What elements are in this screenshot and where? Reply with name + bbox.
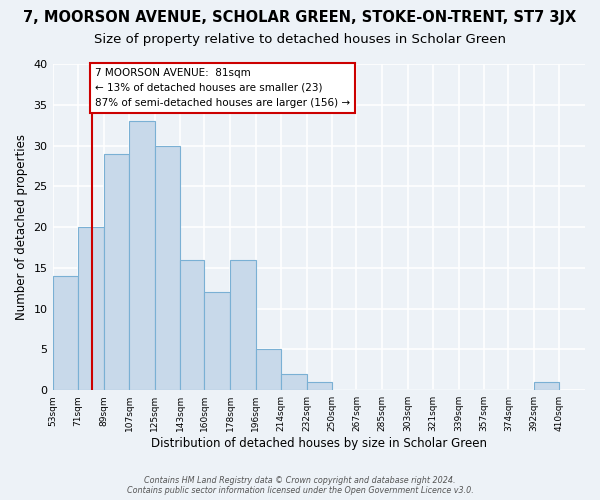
- Bar: [129, 121, 155, 390]
- Text: Contains HM Land Registry data © Crown copyright and database right 2024.
Contai: Contains HM Land Registry data © Crown c…: [127, 476, 473, 495]
- Bar: [281, 374, 307, 390]
- Bar: [307, 382, 332, 390]
- Bar: [230, 260, 256, 390]
- Bar: [256, 350, 281, 390]
- Y-axis label: Number of detached properties: Number of detached properties: [15, 134, 28, 320]
- Bar: [155, 146, 181, 390]
- Bar: [104, 154, 129, 390]
- Bar: [534, 382, 559, 390]
- Bar: [205, 292, 230, 390]
- Bar: [53, 276, 78, 390]
- Text: 7, MOORSON AVENUE, SCHOLAR GREEN, STOKE-ON-TRENT, ST7 3JX: 7, MOORSON AVENUE, SCHOLAR GREEN, STOKE-…: [23, 10, 577, 25]
- X-axis label: Distribution of detached houses by size in Scholar Green: Distribution of detached houses by size …: [151, 437, 487, 450]
- Bar: [181, 260, 205, 390]
- Bar: [78, 227, 104, 390]
- Text: 7 MOORSON AVENUE:  81sqm
← 13% of detached houses are smaller (23)
87% of semi-d: 7 MOORSON AVENUE: 81sqm ← 13% of detache…: [95, 68, 350, 108]
- Text: Size of property relative to detached houses in Scholar Green: Size of property relative to detached ho…: [94, 32, 506, 46]
